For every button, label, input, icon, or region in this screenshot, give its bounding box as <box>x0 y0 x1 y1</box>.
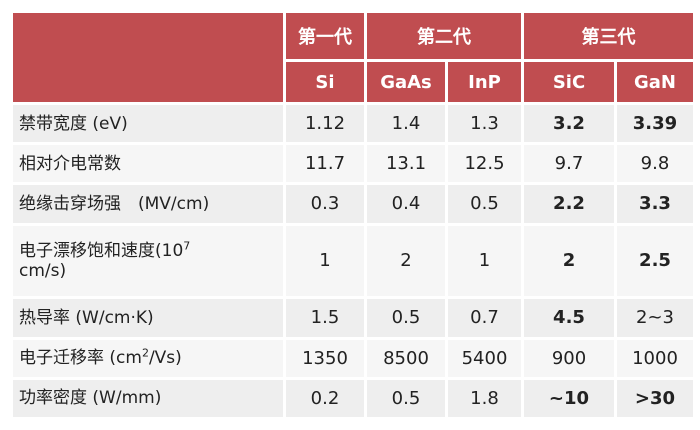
table-cell: 12.5 <box>448 145 521 183</box>
table-cell: 3.3 <box>617 185 693 223</box>
table-cell: ~10 <box>524 379 614 417</box>
table-cell: 0.4 <box>367 185 445 223</box>
header-first-generation: 第一代 <box>286 13 364 59</box>
table-cell: 0.5 <box>367 379 445 417</box>
table-cell: 4.5 <box>524 299 614 337</box>
table-cell: 0.5 <box>448 185 521 223</box>
table-cell: 1 <box>286 225 364 297</box>
table-row-bandgap: 禁带宽度 (eV) 1.12 1.4 1.3 3.2 3.39 <box>13 105 693 143</box>
table-cell: 1.5 <box>286 299 364 337</box>
table-cell: 1.8 <box>448 379 521 417</box>
table-cell: 2.2 <box>524 185 614 223</box>
table-row-saturation-velocity: 电子漂移饱和速度(107 cm/s) 1 2 1 2 2.5 <box>13 225 693 297</box>
table-cell: 1000 <box>617 339 693 377</box>
table-cell: 2.5 <box>617 225 693 297</box>
table-cell: 11.7 <box>286 145 364 183</box>
table-cell: 2 <box>367 225 445 297</box>
header-material-si: Si <box>286 62 364 102</box>
material-header-row: Si GaAs InP SiC GaN <box>13 62 693 102</box>
semiconductor-comparison-table: 第一代 第二代 第三代 Si GaAs InP SiC GaN 禁带宽度 (eV… <box>10 10 696 420</box>
row-label-electron-mobility: 电子迁移率 (cm2/Vs) <box>13 339 283 377</box>
row-label-breakdown-field: 绝缘击穿场强 (MV/cm) <box>13 185 283 223</box>
superscript: 2 <box>141 346 149 360</box>
table-cell: 0.3 <box>286 185 364 223</box>
table-cell: 13.1 <box>367 145 445 183</box>
table-cell: 1350 <box>286 339 364 377</box>
table-row-thermal-conductivity: 热导率 (W/cm·K) 1.5 0.5 0.7 4.5 2~3 <box>13 299 693 337</box>
table-cell: 0.5 <box>367 299 445 337</box>
table-cell: 3.2 <box>524 105 614 143</box>
table-cell: 9.7 <box>524 145 614 183</box>
table-cell: >30 <box>617 379 693 417</box>
table-cell: 1.12 <box>286 105 364 143</box>
header-material-sic: SiC <box>524 62 614 102</box>
table-cell: 0.7 <box>448 299 521 337</box>
row-label-text: 电子迁移率 (cm <box>19 348 142 369</box>
table-cell: 9.8 <box>617 145 693 183</box>
header-material-gaas: GaAs <box>367 62 445 102</box>
row-label-text: cm/s) <box>19 260 67 281</box>
row-label-power-density: 功率密度 (W/mm) <box>13 379 283 417</box>
header-second-generation: 第二代 <box>367 13 521 59</box>
table-cell: 1.3 <box>448 105 521 143</box>
table-cell: 900 <box>524 339 614 377</box>
row-label-saturation-velocity: 电子漂移饱和速度(107 cm/s) <box>13 225 283 297</box>
table-row-dielectric-constant: 相对介电常数 11.7 13.1 12.5 9.7 9.8 <box>13 145 693 183</box>
row-label-text: 电子漂移饱和速度(10 <box>19 240 184 261</box>
table-cell: 1 <box>448 225 521 297</box>
header-material-inp: InP <box>448 62 521 102</box>
superscript: 7 <box>183 239 191 253</box>
header-material-gan: GaN <box>617 62 693 102</box>
table-cell: 3.39 <box>617 105 693 143</box>
row-label-dielectric-constant: 相对介电常数 <box>13 145 283 183</box>
table-row-breakdown-field: 绝缘击穿场强 (MV/cm) 0.3 0.4 0.5 2.2 3.3 <box>13 185 693 223</box>
table-cell: 2 <box>524 225 614 297</box>
table-row-electron-mobility: 电子迁移率 (cm2/Vs) 1350 8500 5400 900 1000 <box>13 339 693 377</box>
header-third-generation: 第三代 <box>524 13 693 59</box>
table-row-power-density: 功率密度 (W/mm) 0.2 0.5 1.8 ~10 >30 <box>13 379 693 417</box>
row-label-text: /Vs) <box>148 348 182 369</box>
comparison-table-container: 第一代 第二代 第三代 Si GaAs InP SiC GaN 禁带宽度 (eV… <box>10 10 693 420</box>
table-cell: 8500 <box>367 339 445 377</box>
table-cell: 2~3 <box>617 299 693 337</box>
row-label-thermal-conductivity: 热导率 (W/cm·K) <box>13 299 283 337</box>
table-cell: 0.2 <box>286 379 364 417</box>
header-blank-cell <box>13 13 283 102</box>
generation-header-row: 第一代 第二代 第三代 <box>13 13 693 102</box>
row-label-bandgap: 禁带宽度 (eV) <box>13 105 283 143</box>
table-cell: 1.4 <box>367 105 445 143</box>
table-cell: 5400 <box>448 339 521 377</box>
